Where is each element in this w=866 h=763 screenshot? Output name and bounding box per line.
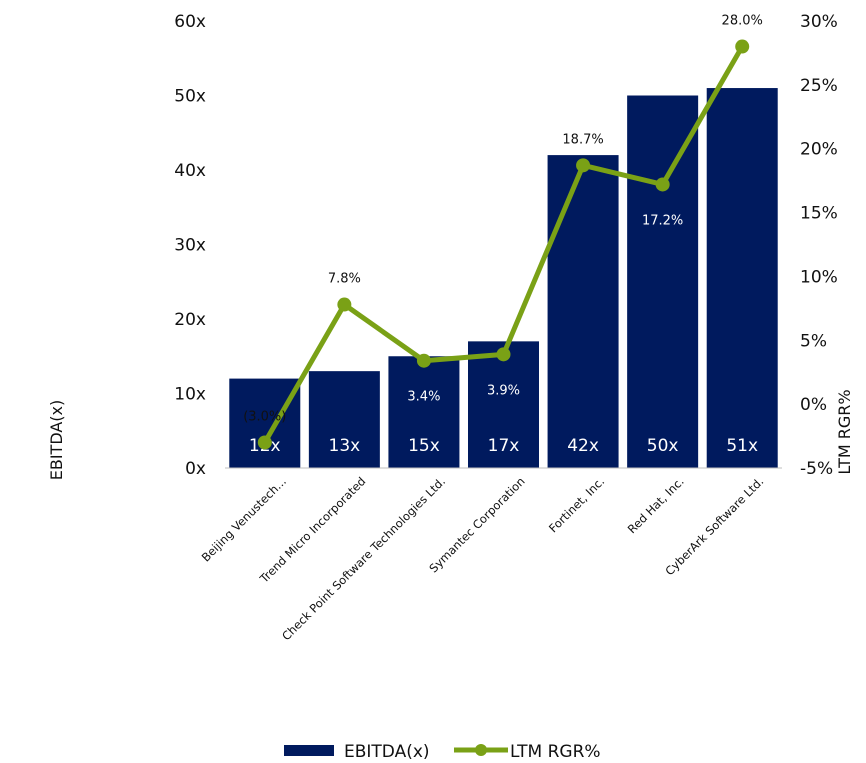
bar	[308, 371, 380, 468]
line-value-label: 18.7%	[562, 132, 603, 147]
left-axis: 0x 10x 20x 30x 40x 50x 60x	[174, 12, 206, 479]
y-right-tick-label: -5%	[800, 459, 833, 479]
y-tick-label: 10x	[174, 385, 206, 405]
line-value-label: (3.0%)	[243, 409, 286, 424]
line-value-label: 3.4%	[407, 390, 440, 405]
bar	[388, 356, 460, 468]
x-category-label: Check Point Software Technologies Ltd.	[279, 474, 448, 643]
bar	[706, 88, 778, 469]
legend: EBITDA(x) LTM RGR%	[284, 742, 601, 762]
y-right-tick-label: 15%	[800, 204, 838, 224]
y-tick-label: 40x	[174, 161, 206, 181]
line-point	[576, 158, 591, 173]
y-right-tick-label: 20%	[800, 140, 838, 160]
line-point	[655, 177, 670, 192]
y-right-tick-label: 0%	[800, 395, 827, 415]
legend-line-label: LTM RGR%	[510, 742, 601, 762]
bar-value-label: 15x	[408, 436, 440, 456]
bar-value-label: 42x	[567, 436, 599, 456]
y-right-tick-label: 30%	[800, 12, 838, 32]
bar-value-label: 13x	[329, 436, 361, 456]
y-tick-label: 50x	[174, 87, 206, 107]
line-point	[257, 435, 272, 450]
x-category-label: Fortinet, Inc.	[546, 474, 607, 535]
y-axis-title: EBITDA(x)	[47, 400, 66, 481]
legend-bar-label: EBITDA(x)	[344, 742, 430, 762]
line-point	[496, 347, 511, 362]
x-category-label: Red Hat, Inc.	[625, 474, 687, 536]
y-right-tick-label: 5%	[800, 331, 827, 351]
bar-value-label: 50x	[647, 436, 679, 456]
bar	[627, 95, 699, 468]
bar	[468, 341, 539, 468]
line-value-label: 28.0%	[722, 14, 763, 29]
category-axis: Beijing Venustech...Trend Micro Incorpor…	[199, 467, 782, 643]
x-category-label: Beijing Venustech...	[199, 474, 289, 564]
line-value-label: 3.9%	[487, 383, 520, 398]
y-tick-label: 0x	[185, 459, 206, 479]
y-tick-label: 60x	[174, 12, 206, 32]
line-point	[735, 39, 750, 54]
legend-bar-swatch	[284, 745, 334, 756]
line-value-label: 17.2%	[642, 213, 683, 228]
y-right-tick-label: 10%	[800, 267, 838, 287]
line-point	[416, 353, 431, 368]
y-right-tick-label: 25%	[800, 76, 838, 96]
line-layer: (3.0%) 7.8% 3.4% 3.9% 18.7% 17.2% 28.0%	[243, 14, 763, 450]
bar-value-label: 51x	[726, 436, 758, 456]
y-tick-label: 20x	[174, 310, 206, 330]
bar-labels-layer: 12x13x15x17x42x50x51x	[249, 436, 758, 456]
bars-layer	[229, 88, 778, 469]
right-axis: -5% 0% 5% 10% 15% 20% 25% 30%	[800, 12, 838, 479]
line-point	[337, 297, 352, 312]
bar	[229, 378, 301, 468]
line-value-label: 7.8%	[328, 272, 361, 287]
y-tick-label: 30x	[174, 236, 206, 256]
bar	[547, 155, 619, 468]
y-axis-right-title: LTM RGR%	[835, 389, 854, 474]
legend-line-marker	[475, 744, 487, 756]
bar-value-label: 17x	[488, 436, 520, 456]
